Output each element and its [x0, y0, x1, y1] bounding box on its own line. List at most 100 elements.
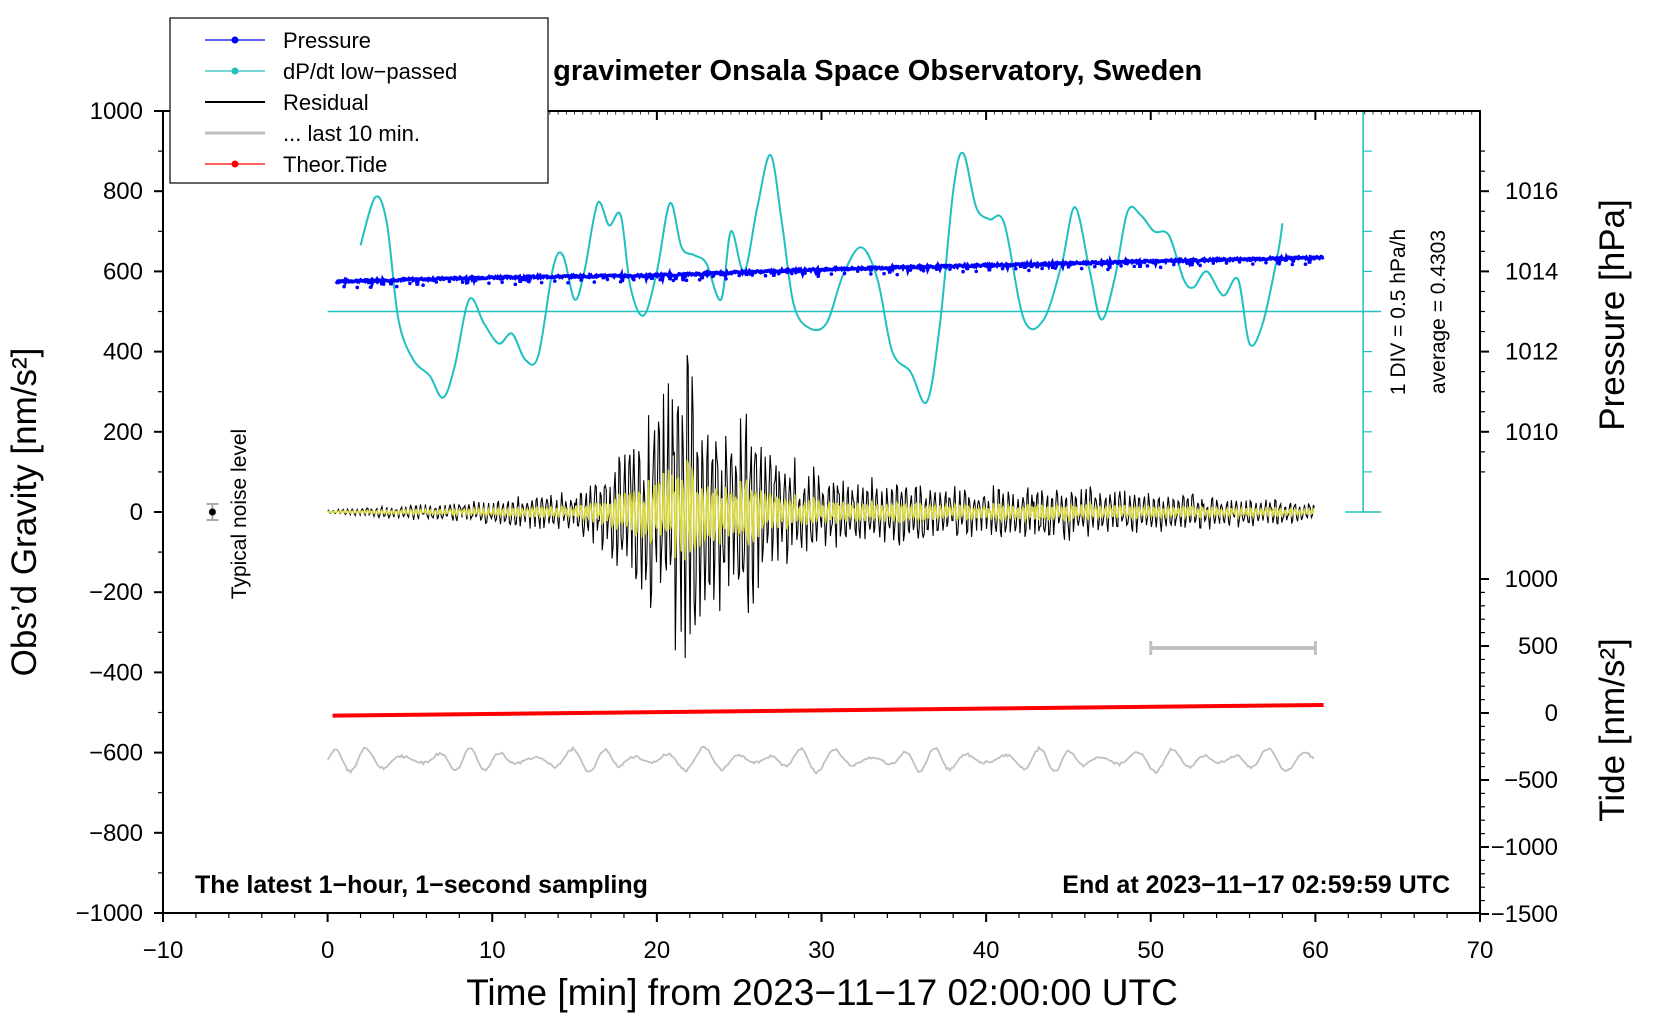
pressure-point: [579, 278, 583, 282]
pressure-point: [684, 278, 689, 283]
pressure-point: [921, 268, 926, 273]
pressure-point: [711, 274, 715, 279]
pressure-point: [1185, 261, 1189, 265]
y-tick-label: −1000: [76, 900, 143, 927]
pressure-point: [1251, 262, 1255, 266]
dpdt-average-note: average = 0.4303: [1427, 230, 1450, 394]
pressure-point: [895, 272, 900, 277]
x-tick-label: 30: [808, 937, 835, 964]
pressure-point: [460, 280, 465, 285]
pressure-point: [421, 283, 425, 287]
pressure-point: [592, 280, 597, 284]
x-axis-label: Time [min] from 2023−11−17 02:00:00 UTC: [466, 972, 1178, 1013]
footer-sampling-note: The latest 1−hour, 1−second sampling: [195, 871, 648, 899]
x-tick-label: 40: [973, 937, 1000, 964]
data-traces: [206, 110, 1382, 775]
pressure-point: [671, 278, 676, 283]
pressure-point: [645, 276, 649, 280]
x-tick-label: 0: [321, 937, 334, 964]
x-tick-label: 70: [1467, 937, 1494, 964]
pressure-point: [803, 271, 807, 275]
y-tick-label: −200: [89, 579, 143, 606]
pressure-point: [381, 282, 386, 286]
legend-label-dpdt: dP/dt low−passed: [283, 59, 457, 84]
tide-tick-label: 0: [1545, 700, 1558, 727]
pressure-point: [816, 274, 821, 279]
pressure-point: [869, 272, 873, 276]
pressure-point: [658, 277, 662, 282]
pressure-point: [1066, 265, 1071, 269]
pressure-point: [553, 279, 557, 283]
pressure-point: [618, 279, 623, 284]
pressure-tick-label: 1016: [1505, 178, 1558, 205]
pressure-point: [974, 269, 979, 274]
pressure-point: [1092, 264, 1097, 269]
pressure-point: [842, 271, 847, 276]
y-tick-label: −400: [89, 659, 143, 686]
pressure-point: [605, 277, 610, 282]
pressure-point: [987, 266, 992, 271]
pressure-point: [763, 273, 768, 278]
pressure-point: [539, 280, 544, 285]
pressure-point: [1027, 268, 1031, 273]
pressure-point: [1211, 261, 1216, 265]
pressure-point: [355, 285, 360, 290]
pressure-point: [1106, 267, 1110, 272]
pressure-point: [1264, 260, 1268, 265]
y-tick-label: 600: [103, 258, 143, 285]
axis-tick-labels: −10 0 10 20 30 40 50 60 70 1000 800 600 400 200 0 −200 −…: [76, 98, 1559, 964]
tide-tick-label: 500: [1518, 633, 1558, 660]
x-tick-label: 60: [1302, 937, 1329, 964]
y-axis-label-gravity: Obs’d Gravity [nm/s²]: [5, 348, 44, 677]
y-axis-label-tide: Tide [nm/s²]: [1593, 638, 1632, 821]
pressure-point: [473, 278, 478, 283]
pressure-point: [737, 273, 741, 278]
pressure-point: [368, 285, 373, 289]
pressure-point: [447, 279, 452, 284]
residual-filtered-line: [327, 459, 1315, 561]
x-tick-label: 20: [644, 937, 671, 964]
pressure-point: [513, 282, 518, 287]
pressure-point: [1277, 261, 1281, 266]
pressure-point: [1000, 266, 1005, 271]
tide-tick-label: −1500: [1491, 901, 1558, 928]
legend-marker-dpdt: [231, 67, 239, 75]
y-tick-label: 1000: [90, 98, 143, 125]
pressure-point: [1145, 264, 1150, 268]
footer-end-time: End at 2023−11−17 02:59:59 UTC: [1062, 871, 1450, 899]
pressure-point: [342, 284, 346, 289]
pressure-tick-label: 1014: [1505, 258, 1558, 285]
legend-label-last10: ... last 10 min.: [283, 121, 420, 146]
tide-detail-line: [326, 745, 1315, 775]
pressure-point: [1158, 265, 1163, 270]
y-tick-label: 200: [103, 419, 143, 446]
pressure-point: [855, 269, 860, 274]
legend-label-tide: Theor.Tide: [283, 152, 387, 177]
tide-series-line: [332, 702, 1324, 718]
pressure-point: [1237, 260, 1242, 264]
y-tick-label: 400: [103, 339, 143, 366]
pressure-point: [1079, 266, 1084, 271]
pressure-point: [632, 277, 636, 282]
y-tick-label: 800: [103, 178, 143, 205]
pressure-point: [1224, 261, 1229, 265]
tide-tick-label: 1000: [1505, 566, 1558, 593]
tide-tick-label: −1000: [1491, 834, 1558, 861]
pressure-point: [394, 284, 399, 289]
noise-level-label: Typical noise level: [228, 429, 251, 599]
pressure-point: [408, 281, 412, 286]
pressure-point: [500, 280, 504, 285]
dpdt-series-line: [359, 151, 1284, 405]
dpdt-scale-note: 1 DIV = 0.5 hPa/h: [1387, 229, 1410, 395]
pressure-point: [1013, 266, 1018, 271]
pressure-point: [487, 281, 491, 285]
axis-ticks: [154, 110, 1489, 922]
pressure-point: [882, 271, 886, 276]
pressure-point: [1053, 266, 1058, 270]
pressure-point: [776, 271, 781, 276]
legend-box: [169, 17, 549, 184]
pressure-point: [908, 268, 913, 272]
legend-label-residual: Residual: [283, 90, 369, 115]
y-axis-label-pressure: Pressure [hPa]: [1593, 199, 1632, 431]
